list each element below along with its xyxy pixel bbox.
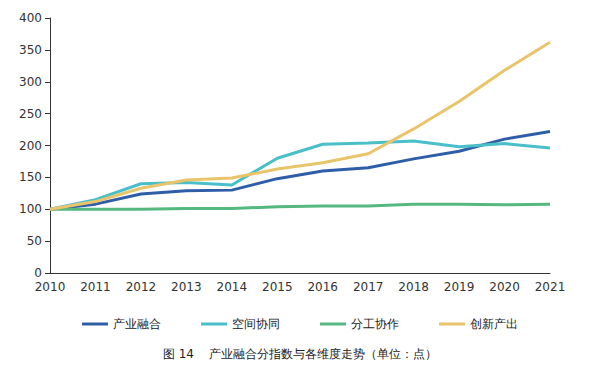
- svg-text:2017: 2017: [353, 280, 384, 294]
- svg-text:2011: 2011: [80, 280, 111, 294]
- svg-text:2016: 2016: [307, 280, 338, 294]
- svg-text:150: 150: [19, 170, 42, 184]
- svg-text:400: 400: [19, 11, 42, 25]
- svg-text:2012: 2012: [126, 280, 157, 294]
- svg-text:分工协作: 分工协作: [351, 317, 399, 331]
- svg-text:50: 50: [27, 234, 42, 248]
- svg-text:空间协同: 空间协同: [232, 317, 280, 331]
- svg-text:2014: 2014: [217, 280, 248, 294]
- svg-text:2015: 2015: [262, 280, 293, 294]
- svg-text:100: 100: [19, 202, 42, 216]
- svg-text:2019: 2019: [444, 280, 475, 294]
- svg-text:300: 300: [19, 75, 42, 89]
- svg-text:2010: 2010: [35, 280, 66, 294]
- svg-text:2020: 2020: [489, 280, 520, 294]
- svg-text:200: 200: [19, 139, 42, 153]
- svg-text:350: 350: [19, 43, 42, 57]
- svg-text:0: 0: [34, 266, 42, 280]
- svg-text:2018: 2018: [398, 280, 429, 294]
- svg-text:2013: 2013: [171, 280, 202, 294]
- svg-text:产业融合: 产业融合: [113, 317, 161, 331]
- svg-text:图 14 产业融合分指数与各维度走势（单位：点）: 图 14 产业融合分指数与各维度走势（单位：点）: [163, 347, 437, 361]
- svg-text:250: 250: [19, 107, 42, 121]
- svg-text:2021: 2021: [535, 280, 566, 294]
- svg-text:创新产出: 创新产出: [470, 317, 518, 331]
